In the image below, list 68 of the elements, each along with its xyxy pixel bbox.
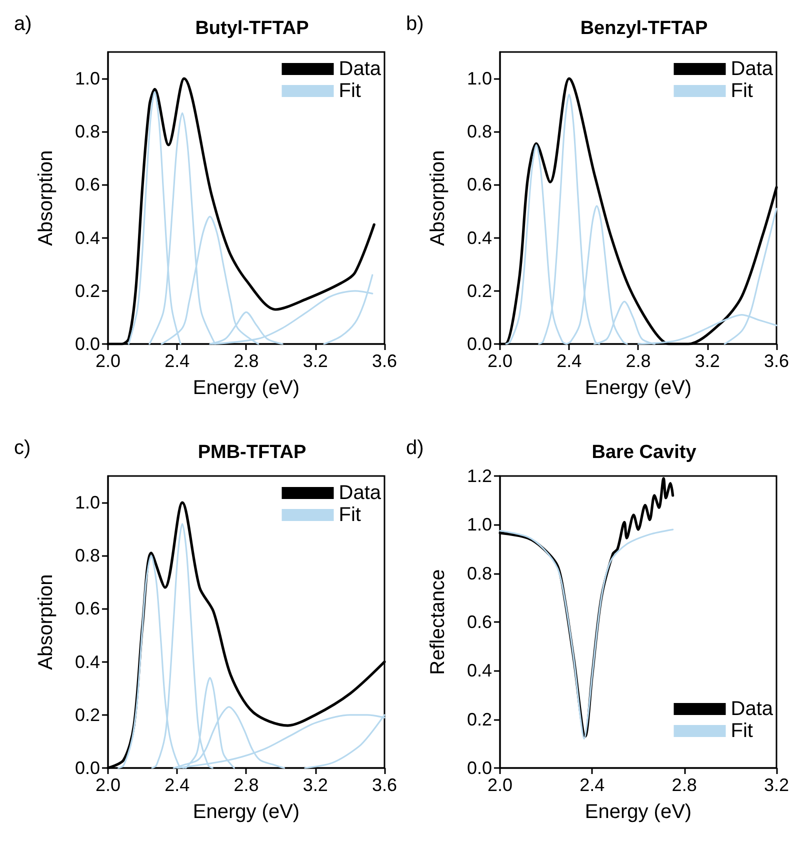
x-tick-label: 2.0 [487,775,513,795]
y-axis-title: Absorption [35,150,57,246]
y-tick-label: 0.2 [466,709,492,730]
chart-title: Butyl-TFTAP [195,18,310,39]
legend-label: Fit [338,504,362,526]
legend-label: Fit [730,80,754,102]
y-axis-title: Absorption [35,574,57,670]
y-tick-label: 1.0 [74,68,100,89]
y-axis-title: Absorption [427,150,449,246]
y-tick-label: 0.6 [466,612,492,632]
legend-label: Data [338,58,382,80]
x-tick-label: 2.8 [234,775,259,795]
legend-label: Fit [338,80,362,102]
x-tick-label: 2.0 [487,351,513,371]
x-tick-label: 3.6 [372,775,398,795]
y-tick-label: 0.8 [74,546,100,566]
y-tick-label: 0.8 [74,122,100,142]
y-tick-label: 0.4 [466,660,492,681]
y-tick-label: 0.2 [466,280,492,301]
legend-label: Data [730,698,774,720]
x-axis-title: Energy (eV) [584,801,692,823]
y-tick-label: 0.6 [74,598,100,619]
x-tick-label: 3.2 [302,351,328,371]
legend-label: Data [730,58,774,80]
x-axis-title: Energy (eV) [192,377,300,399]
y-axis-title: Reflectance [427,569,449,675]
x-tick-label: 2.4 [580,775,605,795]
y-tick-label: 0.2 [74,704,100,725]
x-tick-label: 3.6 [764,351,790,371]
y-tick-label: 1.0 [74,492,100,513]
y-tick-label: 1.0 [466,514,492,535]
x-axis-title: Energy (eV) [192,801,300,823]
y-tick-label: 0.0 [74,758,100,778]
x-tick-label: 2.0 [95,351,121,371]
y-tick-label: 1.0 [466,68,492,89]
y-tick-label: 0.6 [74,174,100,195]
x-tick-label: 3.6 [372,351,398,371]
chart-title: Bare Cavity [592,442,697,463]
y-tick-label: 0.0 [74,334,100,354]
y-tick-label: 0.8 [466,563,492,584]
x-tick-label: 3.2 [764,775,790,795]
y-tick-label: 0.6 [466,174,492,195]
x-tick-label: 3.2 [302,775,328,795]
y-tick-label: 0.2 [74,280,100,301]
chart-title: Benzyl-TFTAP [580,18,708,39]
legend-label: Fit [730,720,754,742]
text: d) [406,437,424,459]
y-tick-label: 0.4 [466,228,492,248]
x-tick-label: 2.8 [626,351,651,371]
y-tick-label: 0.0 [466,758,492,778]
x-tick-label: 2.4 [164,775,190,795]
chart-title: PMB-TFTAP [198,442,306,463]
text: c) [14,437,31,459]
y-tick-label: 0.4 [74,228,100,248]
x-tick-label: 2.0 [95,775,121,795]
y-tick-label: 0.8 [466,122,492,142]
x-tick-label: 3.2 [694,351,720,371]
y-tick-label: 1.2 [466,466,492,486]
x-tick-label: 2.4 [556,351,582,371]
y-tick-label: 0.4 [74,652,100,672]
x-tick-label: 2.8 [234,351,259,371]
legend-label: Data [338,482,382,504]
y-tick-label: 0.0 [466,334,492,354]
x-axis-title: Energy (eV) [584,377,692,399]
text: a) [14,13,32,35]
x-tick-label: 2.4 [164,351,190,371]
text: b) [406,13,424,35]
x-tick-label: 2.8 [672,775,697,795]
